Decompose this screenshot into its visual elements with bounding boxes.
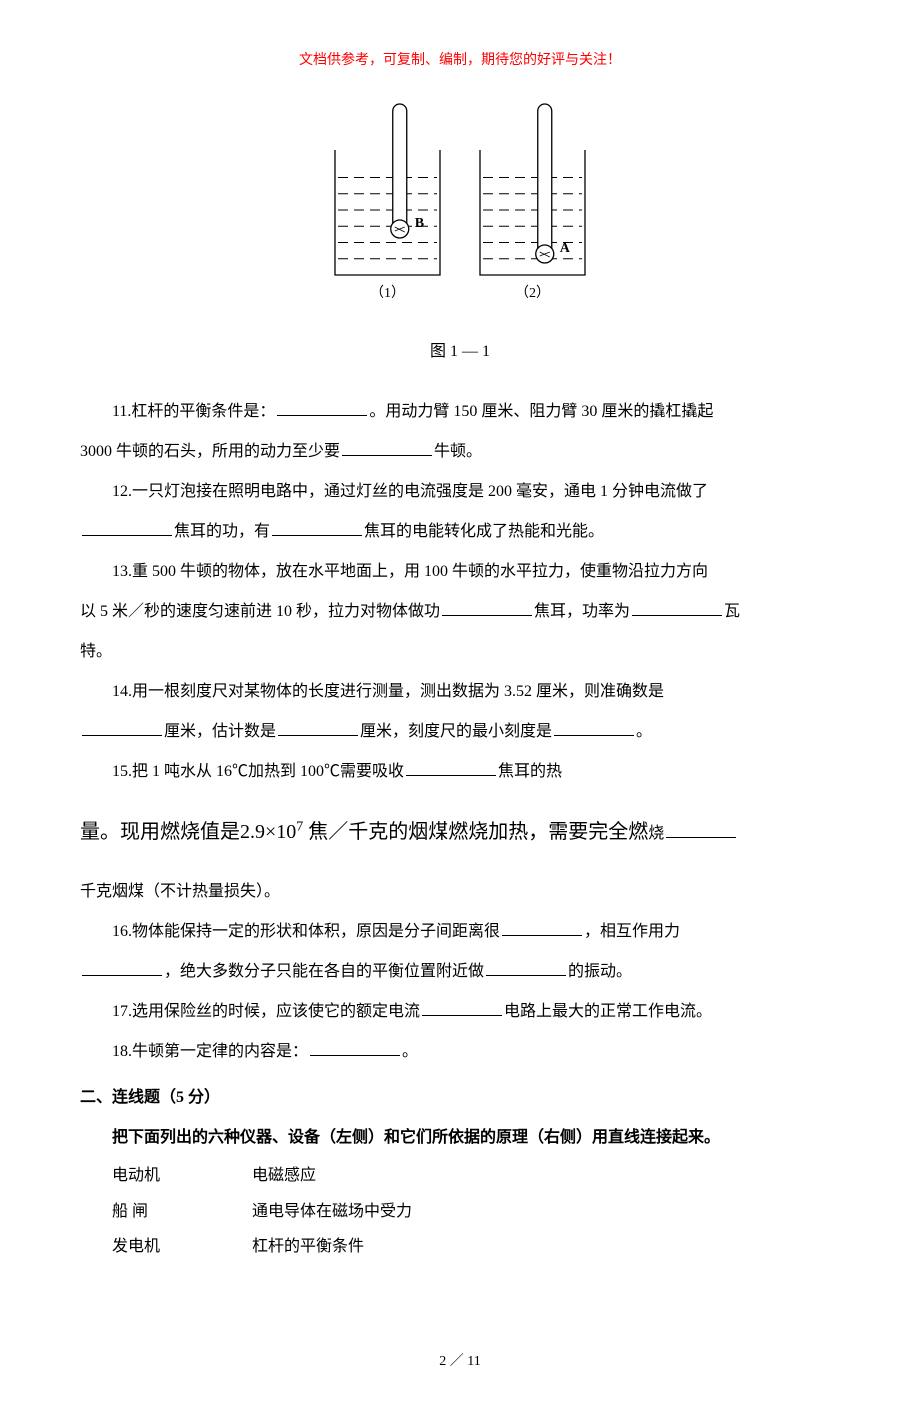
q15-big-b: 焦／千克的烟煤燃烧加热，需要完全燃 — [303, 821, 648, 843]
question-14: 14.用一根刻度尺对某物体的长度进行测量，测出数据为 3.52 厘米，则准确数是 — [80, 672, 840, 712]
question-13-line3: 特。 — [80, 632, 840, 672]
blank — [406, 760, 496, 776]
blank — [310, 1040, 400, 1056]
blank — [82, 520, 172, 536]
blank — [422, 1000, 502, 1016]
match-row: 电动机电磁感应 — [80, 1158, 840, 1193]
q16-text-b: ，相互作用力 — [584, 923, 680, 940]
q12-text-a: 12.一只灯泡接在照明电路中，通过灯丝的电流强度是 200 毫安，通电 1 分钟… — [112, 483, 708, 500]
q15-text-b: 焦耳的热 — [498, 763, 562, 780]
q14-text-c: 厘米，刻度尺的最小刻度是 — [360, 723, 552, 740]
question-15: 15.把 1 吨水从 16℃加热到 100℃需要吸收 焦耳的热 — [80, 752, 840, 792]
q11-text-d: 牛顿。 — [434, 443, 482, 460]
figure-1-1: B （1） A （2） 图 1 — 1 — [80, 102, 840, 372]
svg-text:（1）: （1） — [370, 285, 405, 301]
blank — [82, 720, 162, 736]
q11-text-b: 。用动力臂 150 厘米、阻力臂 30 厘米的撬杠撬起 — [369, 403, 713, 420]
svg-text:A: A — [560, 241, 571, 256]
q18-text-a: 18.牛顿第一定律的内容是： — [112, 1043, 308, 1060]
match-left-item: 电动机 — [112, 1158, 252, 1193]
blank — [486, 960, 566, 976]
blank — [82, 960, 162, 976]
question-11: 11.杠杆的平衡条件是： 。用动力臂 150 厘米、阻力臂 30 厘米的撬杠撬起 — [80, 392, 840, 432]
q13-text-a: 13.重 500 牛顿的物体，放在水平地面上，用 100 牛顿的水平拉力，使重物… — [112, 563, 708, 580]
q11-text-c: 3000 牛顿的石头，所用的动力至少要 — [80, 443, 340, 460]
match-left-item: 发电机 — [112, 1229, 252, 1264]
match-left-item: 船 闸 — [112, 1194, 252, 1229]
question-15-line3: 千克烟煤（不计热量损失）。 — [80, 872, 840, 912]
match-right-item: 电磁感应 — [252, 1158, 840, 1193]
match-right-item: 通电导体在磁场中受力 — [252, 1194, 840, 1229]
q16-text-a: 16.物体能保持一定的形状和体积，原因是分子间距离很 — [112, 923, 500, 940]
q15-big-a: 量。现用燃烧值是 — [80, 821, 240, 843]
question-13: 13.重 500 牛顿的物体，放在水平地面上，用 100 牛顿的水平拉力，使重物… — [80, 552, 840, 592]
blank — [277, 400, 367, 416]
q15-text-c: 千克烟煤（不计热量损失）。 — [80, 883, 280, 900]
blank — [666, 822, 736, 838]
match-right-item: 杠杆的平衡条件 — [252, 1229, 840, 1264]
blank — [442, 600, 532, 616]
question-11-line2: 3000 牛顿的石头，所用的动力至少要 牛顿。 — [80, 432, 840, 472]
q14-text-d: 。 — [636, 723, 652, 740]
match-row: 发电机杠杆的平衡条件 — [80, 1229, 840, 1264]
q15-formula-base: 2.9×10 — [240, 821, 296, 843]
q17-text-b: 电路上最大的正常工作电流。 — [504, 1003, 712, 1020]
q16-text-c: ，绝大多数分子只能在各自的平衡位置附近做 — [164, 963, 484, 980]
match-list: 电动机电磁感应船 闸通电导体在磁场中受力发电机杠杆的平衡条件 — [80, 1158, 840, 1264]
blank — [554, 720, 634, 736]
svg-text:B: B — [415, 216, 424, 231]
question-12: 12.一只灯泡接在照明电路中，通过灯丝的电流强度是 200 毫安，通电 1 分钟… — [80, 472, 840, 512]
q13-text-d: 瓦 — [724, 603, 740, 620]
q15-text-a: 15.把 1 吨水从 16℃加热到 100℃需要吸收 — [112, 763, 404, 780]
q15-suffix: 烧 — [648, 825, 664, 842]
question-13-line2: 以 5 米／秒的速度匀速前进 10 秒，拉力对物体做功 焦耳，功率为 瓦 — [80, 592, 840, 632]
q12-text-c: 焦耳的电能转化成了热能和光能。 — [364, 523, 604, 540]
question-17: 17.选用保险丝的时候，应该使它的额定电流 电路上最大的正常工作电流。 — [80, 992, 840, 1032]
page: 文档供参考，可复制、编制，期待您的好评与关注！ B （1） A （2） 图 1 — 1… — [0, 0, 920, 1419]
question-16: 16.物体能保持一定的形状和体积，原因是分子间距离很 ，相互作用力 — [80, 912, 840, 952]
question-14-line2: 厘米，估计数是 厘米，刻度尺的最小刻度是 。 — [80, 712, 840, 752]
q11-text-a: 11.杠杆的平衡条件是： — [112, 403, 275, 420]
blank — [502, 920, 582, 936]
question-15-bigline: 量。现用燃烧值是2.9×107 焦／千克的烟煤燃烧加热，需要完全燃烧 — [80, 812, 840, 852]
match-row: 船 闸通电导体在磁场中受力 — [80, 1194, 840, 1229]
blank — [278, 720, 358, 736]
section-2-heading: 二、连线题（5 分） — [80, 1078, 840, 1118]
q15-formula: 2.9×107 — [240, 821, 303, 843]
thermometer-diagram-svg: B （1） A （2） — [310, 102, 610, 312]
q14-text-b: 厘米，估计数是 — [164, 723, 276, 740]
section-2-sub: 把下面列出的六种仪器、设备（左侧）和它们所依据的原理（右侧）用直线连接起来。 — [80, 1118, 840, 1158]
q12-text-b: 焦耳的功，有 — [174, 523, 270, 540]
svg-text:（2）: （2） — [515, 285, 550, 301]
blank — [632, 600, 722, 616]
blank — [272, 520, 362, 536]
q13-text-c: 焦耳，功率为 — [534, 603, 630, 620]
q13-text-e: 特。 — [80, 643, 112, 660]
question-18: 18.牛顿第一定律的内容是： 。 — [80, 1032, 840, 1072]
figure-caption: 图 1 — 1 — [80, 332, 840, 372]
page-footer: 2 ／ 11 — [80, 1344, 840, 1379]
blank — [342, 440, 432, 456]
q14-text-a: 14.用一根刻度尺对某物体的长度进行测量，测出数据为 3.52 厘米，则准确数是 — [112, 683, 664, 700]
question-16-line2: ，绝大多数分子只能在各自的平衡位置附近做 的振动。 — [80, 952, 840, 992]
q17-text-a: 17.选用保险丝的时候，应该使它的额定电流 — [112, 1003, 420, 1020]
question-12-line2: 焦耳的功，有 焦耳的电能转化成了热能和光能。 — [80, 512, 840, 552]
q16-text-d: 的振动。 — [568, 963, 632, 980]
q18-text-b: 。 — [402, 1043, 418, 1060]
q13-text-b: 以 5 米／秒的速度匀速前进 10 秒，拉力对物体做功 — [80, 603, 440, 620]
header-note: 文档供参考，可复制、编制，期待您的好评与关注！ — [80, 50, 840, 72]
